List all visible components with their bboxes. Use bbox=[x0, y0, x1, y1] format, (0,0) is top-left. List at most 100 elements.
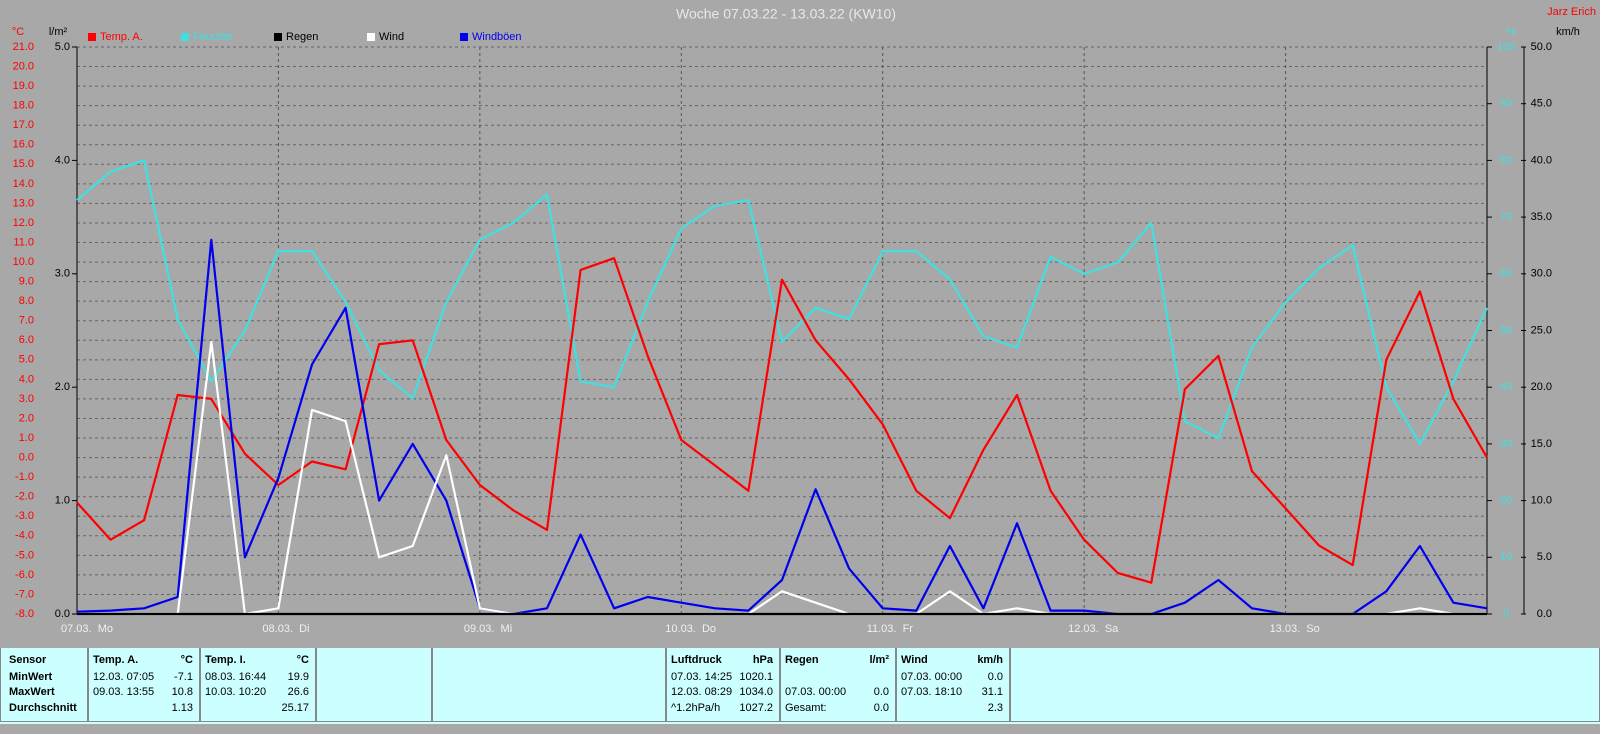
y-tick-label: 5.0 bbox=[19, 354, 34, 366]
y2ticks-label: 1.0 bbox=[55, 495, 70, 507]
stat-time: ^1.2hPa/h bbox=[671, 702, 721, 714]
column-header: Luftdruck bbox=[671, 654, 722, 666]
y4ticks-label: 10.0 bbox=[1531, 495, 1552, 507]
y-tick-label: 12.0 bbox=[13, 217, 34, 229]
legend-label: Feuchte bbox=[193, 31, 233, 43]
y3ticks-label: 0 bbox=[1503, 608, 1509, 620]
legend-label: Windböen bbox=[472, 31, 522, 43]
row-label: MaxWert bbox=[9, 686, 55, 698]
stat-value: 31.1 bbox=[981, 686, 1003, 698]
stat-value: 0.0 bbox=[873, 686, 889, 698]
row-label: Sensor bbox=[9, 654, 47, 666]
stat-value: 1.13 bbox=[171, 702, 193, 714]
stat-time: 07.03. 00:00 bbox=[785, 686, 847, 698]
y3-unit: % bbox=[1506, 26, 1516, 38]
legend-swatch bbox=[460, 33, 468, 41]
y-tick-label: -6.0 bbox=[15, 569, 34, 581]
stat-time: 08.03. 16:44 bbox=[205, 671, 267, 683]
y4ticks-label: 5.0 bbox=[1537, 551, 1552, 563]
column-unit: l/m² bbox=[869, 654, 889, 666]
column-header: Temp. I. bbox=[205, 654, 246, 666]
y-tick-label: 8.0 bbox=[19, 295, 34, 307]
y-tick-label: -8.0 bbox=[15, 608, 34, 620]
stat-value: 0.0 bbox=[987, 671, 1003, 683]
series-line bbox=[76, 238, 1488, 616]
y3ticks-label: 70 bbox=[1500, 211, 1512, 223]
stat-value: 1027.2 bbox=[739, 702, 773, 714]
row-label: Durchschnitt bbox=[9, 702, 77, 714]
column-unit: km/h bbox=[977, 654, 1003, 666]
chart: Woche 07.03.22 - 13.03.22 (KW10) Jarz Er… bbox=[11, 5, 1596, 635]
y2ticks-label: 4.0 bbox=[55, 154, 70, 166]
y4ticks-label: 25.0 bbox=[1531, 324, 1552, 336]
y-tick-label: 9.0 bbox=[19, 276, 34, 288]
stat-time: 07.03. 00:00 bbox=[901, 671, 963, 683]
y3ticks-label: 100 bbox=[1497, 41, 1515, 53]
y-tick-label: 15.0 bbox=[13, 158, 34, 170]
column-unit: °C bbox=[296, 654, 309, 666]
y-tick-label: -5.0 bbox=[15, 549, 34, 561]
y-tick-label: 20.0 bbox=[13, 60, 34, 72]
y4ticks-label: 0.0 bbox=[1537, 608, 1552, 620]
author: Jarz Erich bbox=[1547, 6, 1596, 18]
y-tick-label: 1.0 bbox=[19, 432, 34, 444]
y-tick-label: -2.0 bbox=[15, 491, 34, 503]
y2ticks-label: 5.0 bbox=[55, 41, 70, 53]
stat-time: 09.03. 13:55 bbox=[93, 686, 155, 698]
y2ticks-label: 2.0 bbox=[55, 381, 70, 393]
legend-swatch bbox=[367, 33, 375, 41]
stat-value: 19.9 bbox=[287, 671, 309, 683]
column-unit: °C bbox=[180, 654, 193, 666]
y-tick-label: 10.0 bbox=[13, 256, 34, 268]
y4ticks-label: 50.0 bbox=[1531, 41, 1552, 53]
stat-time: 07.03. 14:25 bbox=[671, 671, 733, 683]
y4ticks-label: 45.0 bbox=[1531, 98, 1552, 110]
y2ticks-label: 3.0 bbox=[55, 268, 70, 280]
stat-value: 0.0 bbox=[873, 702, 889, 714]
y4ticks-label: 20.0 bbox=[1531, 381, 1552, 393]
y3ticks-label: 60 bbox=[1500, 268, 1512, 280]
y-tick-label: 18.0 bbox=[13, 100, 34, 112]
x-tick-label: 07.03. Mo bbox=[61, 623, 113, 635]
chart-title: Woche 07.03.22 - 13.03.22 (KW10) bbox=[676, 6, 896, 22]
x-tick-label: 12.03. Sa bbox=[1068, 623, 1119, 635]
x-tick-label: 13.03. So bbox=[1270, 623, 1320, 635]
stat-value: 26.6 bbox=[287, 686, 309, 698]
stat-time: Gesamt: bbox=[785, 702, 827, 714]
stat-value: 2.3 bbox=[987, 702, 1003, 714]
y-tick-label: 11.0 bbox=[13, 236, 34, 248]
legend-swatch bbox=[88, 33, 96, 41]
y3ticks-label: 20 bbox=[1500, 495, 1512, 507]
empty-column bbox=[316, 648, 432, 722]
column-unit: hPa bbox=[752, 654, 773, 666]
series-line bbox=[76, 159, 1489, 445]
y-tick-label: 0.0 bbox=[19, 451, 34, 463]
y-tick-label: 17.0 bbox=[13, 119, 34, 131]
y2-unit: l/m² bbox=[49, 26, 68, 38]
empty-column bbox=[432, 648, 666, 722]
y4ticks-label: 30.0 bbox=[1531, 268, 1552, 280]
stat-time: 12.03. 08:29 bbox=[671, 686, 733, 698]
legend-label: Regen bbox=[286, 31, 318, 43]
stat-time: 12.03. 07:05 bbox=[93, 671, 155, 683]
y-unit: °C bbox=[12, 26, 24, 38]
legend-swatch bbox=[181, 33, 189, 41]
y-tick-label: 14.0 bbox=[13, 178, 34, 190]
stats-column: Temp. A. °C 12.03. 07:05 -7.1 09.03. 13:55 10… bbox=[88, 648, 200, 722]
y-tick-label: 6.0 bbox=[19, 334, 34, 346]
stat-value: -7.1 bbox=[174, 671, 193, 683]
y-tick-label: 16.0 bbox=[13, 139, 34, 151]
stat-value: 10.8 bbox=[171, 686, 193, 698]
empty-column bbox=[1010, 648, 1600, 722]
y-tick-label: -1.0 bbox=[15, 471, 34, 483]
y2ticks-label: 0.0 bbox=[55, 608, 70, 620]
stat-value: 25.17 bbox=[281, 702, 309, 714]
y3ticks-label: 40 bbox=[1500, 381, 1512, 393]
x-tick-label: 09.03. Mi bbox=[464, 623, 512, 635]
stats-table: Sensor MinWert MaxWert Durchschnitt Temp. A.… bbox=[0, 648, 1600, 724]
y4ticks-label: 40.0 bbox=[1531, 154, 1552, 166]
legend-label: Wind bbox=[379, 31, 404, 43]
y3ticks-label: 10 bbox=[1500, 551, 1512, 563]
y-tick-label: -7.0 bbox=[15, 588, 34, 600]
